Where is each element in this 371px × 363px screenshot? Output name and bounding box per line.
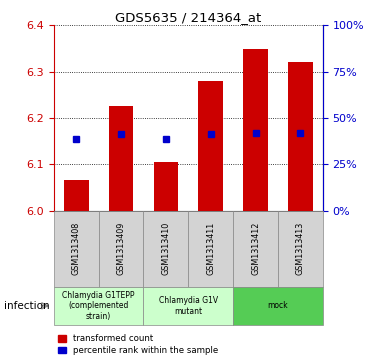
Text: GSM1313409: GSM1313409 [116, 222, 125, 276]
Text: GSM1313412: GSM1313412 [251, 222, 260, 276]
Text: GSM1313413: GSM1313413 [296, 222, 305, 275]
Bar [198, 81, 223, 211]
Bar [288, 62, 313, 211]
Bar [64, 180, 89, 211]
Bar [188, 211, 233, 287]
Text: Chlamydia G1V
mutant: Chlamydia G1V mutant [159, 296, 218, 315]
Bar [54, 211, 99, 287]
Legend: transformed count, percentile rank within the sample: transformed count, percentile rank withi… [58, 334, 218, 355]
Bar [243, 49, 268, 211]
Bar [144, 287, 233, 325]
Bar [278, 211, 323, 287]
Bar [154, 162, 178, 211]
Bar [54, 287, 144, 325]
Bar [144, 211, 188, 287]
Text: GSM1313408: GSM1313408 [72, 222, 81, 275]
Bar [109, 106, 133, 211]
Text: GSM1313411: GSM1313411 [206, 222, 215, 275]
Title: GDS5635 / 214364_at: GDS5635 / 214364_at [115, 11, 262, 24]
Bar [233, 211, 278, 287]
Text: Chlamydia G1TEPP
(complemented
strain): Chlamydia G1TEPP (complemented strain) [62, 291, 135, 321]
Text: infection: infection [4, 301, 49, 311]
Bar [99, 211, 144, 287]
Bar [233, 287, 323, 325]
Text: mock: mock [267, 301, 288, 310]
Text: GSM1313410: GSM1313410 [161, 222, 170, 275]
